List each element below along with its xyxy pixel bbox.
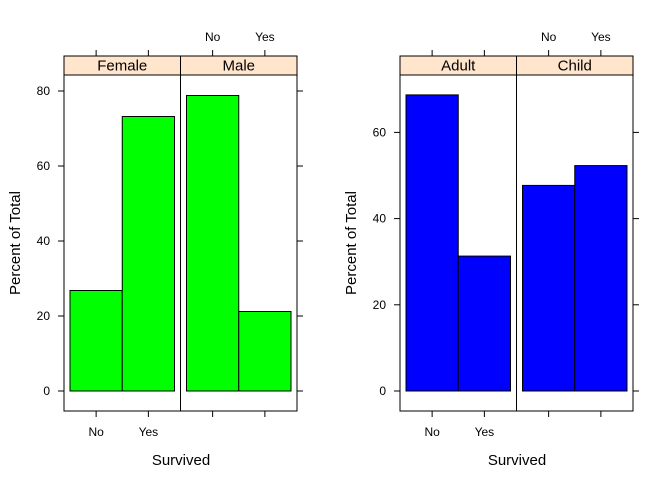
- ticks-left: [58, 50, 303, 417]
- strip-label-adult: Adult: [441, 58, 476, 75]
- x-tick-label-no: No: [424, 425, 440, 439]
- bar-male-no: [186, 95, 240, 392]
- chart-left: Female Male 0 20 40 60 80 No Yes No Yes Survived…: [7, 30, 303, 469]
- y-tick-label-20: 20: [37, 309, 51, 323]
- bar-adult-yes: [457, 255, 511, 392]
- y-axis-title-right: Percent of Total: [343, 191, 360, 295]
- bar-child-no: [522, 184, 576, 392]
- bar-child-yes: [574, 165, 628, 392]
- x-axis-title-right: Survived: [488, 452, 546, 469]
- bar-adult-no: [405, 94, 459, 392]
- y-tick-label-80: 80: [37, 84, 51, 98]
- x-axis-title-left: Survived: [152, 452, 210, 469]
- strip-label-male: Male: [222, 58, 255, 75]
- y-tick-label-0: 0: [43, 384, 50, 398]
- chart-right: Adult Child 0 20 40 60 No Yes No Yes Survived P…: [343, 30, 639, 469]
- x-tick-labels-left: No Yes No Yes: [88, 30, 274, 439]
- x-tick-label-top-no: No: [541, 30, 557, 44]
- bar-male-yes: [238, 311, 292, 392]
- y-tick-label-40: 40: [37, 234, 51, 248]
- strip-label-child: Child: [558, 58, 592, 75]
- y-tick-labels-left: 0 20 40 60 80: [37, 84, 51, 398]
- x-tick-label-top-no: No: [205, 30, 221, 44]
- x-tick-label-top-yes: Yes: [255, 30, 275, 44]
- strip-child: [516, 55, 634, 76]
- bars-left: [69, 95, 292, 392]
- strip-male: [180, 55, 298, 76]
- y-tick-labels-right: 0 20 40 60: [373, 125, 387, 398]
- bar-female-no: [69, 290, 123, 392]
- y-tick-label-0: 0: [379, 384, 386, 398]
- strips-right: Adult Child: [399, 55, 634, 76]
- strip-label-female: Female: [97, 58, 147, 75]
- bar-female-yes: [121, 116, 175, 392]
- y-axis-title-left: Percent of Total: [7, 191, 24, 295]
- y-tick-label-60: 60: [373, 125, 387, 139]
- x-tick-label-top-yes: Yes: [591, 30, 611, 44]
- strips-left: Female Male: [63, 55, 298, 76]
- bars-right: [405, 94, 628, 392]
- ticks-right: [394, 50, 639, 417]
- x-tick-label-no: No: [88, 425, 104, 439]
- y-tick-label-20: 20: [373, 298, 387, 312]
- x-tick-label-yes: Yes: [139, 425, 159, 439]
- y-tick-label-60: 60: [37, 159, 51, 173]
- y-tick-label-40: 40: [373, 212, 387, 226]
- x-tick-label-yes: Yes: [475, 425, 495, 439]
- x-tick-labels-right: No Yes No Yes: [424, 30, 610, 439]
